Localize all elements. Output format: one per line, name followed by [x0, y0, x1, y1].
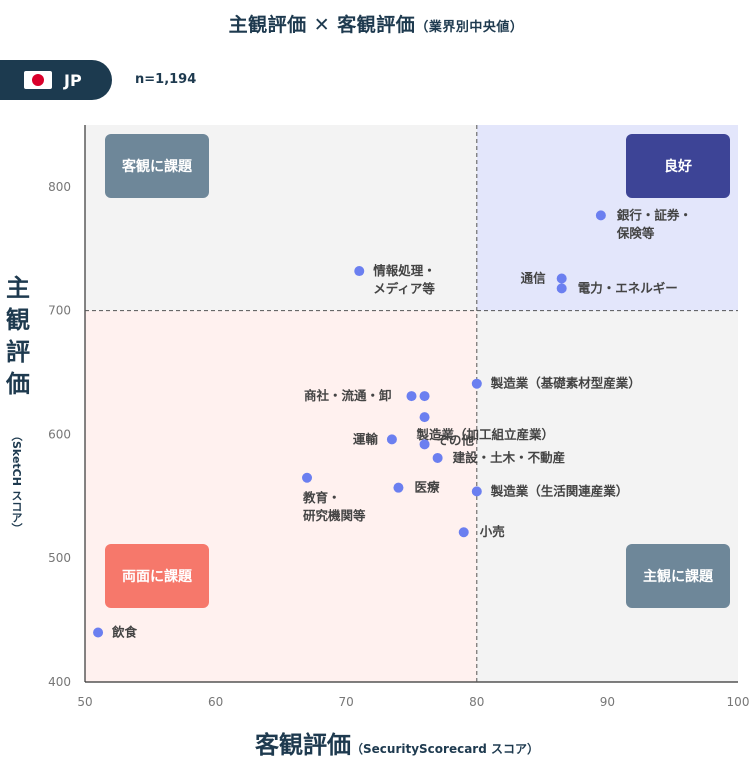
- x-tick-label: 90: [600, 695, 615, 709]
- point-label: 製造業（基礎素材型産業）: [490, 376, 641, 391]
- point-label-line: 商社・流通・卸: [304, 388, 392, 403]
- y-tick-label: 600: [48, 427, 71, 441]
- data-point: [406, 391, 417, 402]
- x-tick-label: 70: [339, 695, 354, 709]
- point-label-line: メディア等: [373, 281, 435, 296]
- sample-size: n=1,194: [135, 72, 197, 87]
- y-axis-title: 主観評価: [0, 272, 36, 400]
- quadrant-label: 良好: [664, 158, 692, 175]
- data-point: [354, 266, 365, 277]
- quadrant-label: 客観に課題: [121, 158, 193, 175]
- point-label: 教育・研究機関等: [302, 490, 366, 523]
- x-tick-label: 50: [77, 695, 92, 709]
- point-label-line: 製造業（生活関連産業）: [490, 483, 629, 498]
- point-label: 通信: [521, 270, 547, 285]
- data-point: [556, 283, 567, 294]
- quadrant-label-box: [105, 134, 209, 198]
- x-tick-label: 80: [469, 695, 484, 709]
- point-label: 建設・土木・不動産: [453, 450, 566, 465]
- data-point: [556, 273, 567, 284]
- y-axis-title-char: 観: [6, 306, 30, 334]
- point-label-line: 電力・エネルギー: [578, 280, 678, 295]
- point-label-line: 製造業（加工組立産業）: [416, 427, 555, 442]
- x-axis-title: 客観評価（SecurityScorecard スコア）: [255, 725, 539, 760]
- y-axis-subtitle: （SketCH スコア）: [10, 430, 23, 534]
- quadrant-label: 主観に課題: [643, 568, 714, 585]
- point-label-line: 製造業（基礎素材型産業）: [490, 376, 641, 391]
- chart-title-main: 主観評価 ✕ 客観評価: [228, 14, 416, 36]
- point-label: 電力・エネルギー: [578, 280, 678, 295]
- point-label-line: 保険等: [616, 225, 655, 240]
- point-label: 情報処理・メディア等: [373, 263, 436, 296]
- quadrant-label-box: [626, 134, 730, 198]
- quadrant-label-box: [626, 544, 730, 608]
- point-label: 医療: [414, 480, 440, 495]
- point-label: 小売: [479, 524, 506, 539]
- y-axis-title-char: 評: [6, 338, 30, 366]
- x-tick-label: 100: [727, 695, 750, 709]
- point-label-line: 小売: [479, 524, 506, 539]
- y-axis-title-char: 価: [6, 370, 30, 398]
- point-label: 製造業（加工組立産業）: [416, 427, 555, 442]
- data-point: [302, 472, 313, 483]
- point-label: 運輸: [353, 431, 379, 446]
- point-label-line: 教育・: [302, 490, 341, 505]
- point-label-line: 銀行・証券・: [616, 207, 692, 222]
- point-label-line: 通信: [521, 270, 547, 285]
- point-label: 商社・流通・卸: [304, 388, 392, 403]
- point-label-line: 情報処理・: [373, 263, 436, 278]
- chart-title: 主観評価 ✕ 客観評価（業界別中央値）: [0, 10, 752, 37]
- quadrant-background: [476, 310, 738, 682]
- point-label-line: 医療: [414, 480, 440, 495]
- data-point: [432, 452, 443, 463]
- x-tick-label: 60: [208, 695, 223, 709]
- y-tick-label: 500: [48, 551, 71, 565]
- y-tick-label: 400: [48, 675, 71, 689]
- quadrant-label: 両面に課題: [122, 568, 193, 585]
- point-label-line: 建設・土木・不動産: [453, 450, 566, 465]
- point-label-line: 研究機関等: [303, 508, 366, 523]
- data-point: [471, 378, 482, 389]
- country-label: JP: [64, 70, 82, 90]
- y-axis-title-char: 主: [6, 274, 30, 302]
- quadrant-background: [85, 310, 477, 682]
- point-label: 飲食: [111, 624, 138, 639]
- chart-title-suffix: （業界別中央値）: [415, 20, 524, 35]
- point-label-line: 飲食: [111, 624, 138, 639]
- data-point: [386, 434, 397, 445]
- data-point: [419, 391, 430, 402]
- point-label-line: 運輸: [353, 431, 379, 446]
- y-tick-label: 700: [48, 304, 71, 318]
- data-point: [93, 627, 104, 638]
- data-point: [595, 210, 606, 221]
- x-axis-title-main: 客観評価: [255, 731, 351, 759]
- point-label-line: その他: [437, 432, 475, 447]
- country-badge: JP: [0, 60, 112, 100]
- data-point: [419, 412, 430, 423]
- point-label: 製造業（生活関連産業）: [490, 483, 629, 498]
- data-point: [471, 486, 482, 497]
- data-point: [419, 439, 430, 450]
- point-label: その他: [437, 432, 475, 447]
- data-point: [393, 482, 404, 493]
- japan-flag-icon: [24, 71, 52, 89]
- x-axis-title-sub: （SecurityScorecard スコア）: [351, 742, 539, 756]
- y-tick-label: 800: [48, 180, 71, 194]
- data-point: [458, 527, 469, 538]
- point-label: 銀行・証券・保険等: [616, 207, 692, 240]
- quadrant-label-box: [105, 544, 209, 608]
